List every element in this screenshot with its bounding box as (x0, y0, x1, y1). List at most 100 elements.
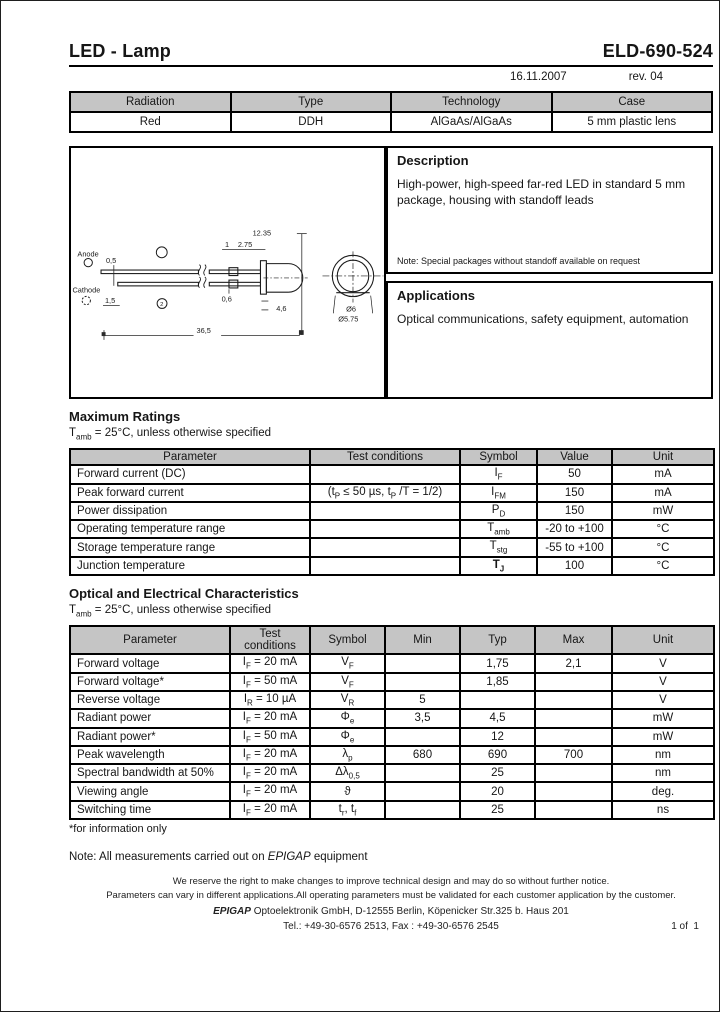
column-header: Min (384, 625, 461, 656)
parameter-cell: Viewing angle (69, 781, 231, 802)
test-cell (309, 464, 461, 485)
parameter-cell: Forward voltage* (69, 671, 231, 692)
anode-label: Anode (77, 249, 98, 258)
max-cell (534, 689, 613, 711)
max-cell (534, 781, 613, 802)
symbol-cell: Φe (309, 726, 386, 747)
parameter-cell: Peak forward current (69, 482, 311, 503)
table-row: Reverse voltage IR = 10 µA VR 5 V (69, 689, 715, 711)
symbol-cell: tr, tf (309, 799, 386, 821)
typ-cell: 25 (459, 763, 536, 784)
table-row: Switching time IF = 20 mA tr, tf 25 ns (69, 799, 715, 821)
dim-dia-outer: Ø6 (346, 304, 356, 313)
characteristics-heading: Optical and Electrical Characteristics (69, 586, 299, 602)
column-header: Radiation (69, 91, 232, 113)
parameter-cell: Operating temperature range (69, 519, 311, 540)
unit-cell: ns (611, 799, 715, 821)
column-header: Unit (611, 448, 715, 467)
measurement-note: Note: All measurements carried out on EP… (69, 851, 713, 863)
test-cell (309, 519, 461, 540)
value-cell: 100 (536, 555, 613, 577)
header-row: Parameter Test conditions Symbol Value Unit (69, 448, 715, 467)
table-row: Peak wavelength IF = 20 mA λp 680 690 700 nm (69, 744, 715, 766)
footer-disclaimer-2: Parameters can vary in different applica… (106, 890, 676, 902)
typ-cell: 4,5 (459, 708, 536, 729)
note-prefix: Note: All measurements carried out on (69, 851, 268, 864)
characteristics-table: Parameter Test conditions Symbol Min Typ Max U… (69, 625, 715, 821)
page-title: LED - Lamp (69, 41, 172, 61)
column-header: Value (536, 448, 613, 467)
unit-cell: mW (611, 726, 715, 747)
value-cell: -20 to +100 (536, 519, 613, 540)
test-cell: IF = 50 mA (229, 726, 311, 747)
min-cell: 3,5 (384, 708, 461, 729)
symbol-cell: VR (309, 689, 386, 711)
footer: We reserve the right to make changes to … (69, 875, 713, 934)
dim-body: 4,6 (276, 304, 286, 313)
max-ratings-heading: Maximum Ratings (69, 409, 181, 424)
unit-cell: mA (611, 482, 715, 503)
callout-2-label: 2 (160, 302, 163, 308)
min-cell (384, 726, 461, 747)
parameter-cell: Forward voltage (69, 653, 231, 674)
column-header: Test conditions (229, 625, 311, 656)
value-cell: 150 (536, 482, 613, 503)
case-cell: 5 mm plastic lens (550, 111, 713, 133)
page-number: 1 of 1 (671, 920, 699, 932)
header-row: Radiation Type Technology Case (69, 91, 713, 113)
min-cell (384, 653, 461, 674)
table-row: Peak forward current (tP ≤ 50 µs, tP /T =… (69, 482, 715, 503)
footer-company-address: Optoelektronik GmbH, D-12555 Berlin, Köp… (250, 905, 569, 917)
column-header: Unit (611, 625, 715, 656)
test-cell (309, 500, 461, 522)
dim-cathode-inset: 1,5 (105, 296, 115, 305)
max-ratings-condition: Tamb = 25°C, unless otherwise specified (69, 427, 272, 442)
parameter-cell: Junction temperature (69, 555, 311, 577)
unit-cell: °C (611, 537, 715, 558)
callout-circle-2 (156, 298, 168, 309)
value-cell: -55 to +100 (536, 537, 613, 558)
symbol-cell: IFM (459, 482, 538, 503)
column-header: Parameter (69, 448, 311, 467)
symbol-cell: PD (459, 500, 538, 522)
min-cell: 680 (384, 744, 461, 766)
test-cell: IF = 20 mA (229, 744, 311, 766)
table-row: Operating temperature range Tamb -20 to +1… (69, 519, 715, 540)
test-cell (309, 537, 461, 558)
footer-disclaimer-1: We reserve the right to make changes to … (172, 876, 610, 888)
typ-cell: 1,85 (459, 671, 536, 692)
applications-box: Applications Optical communications, saf… (386, 281, 713, 399)
table-row: Red DDH AlGaAs/AlGaAs 5 mm plastic lens (69, 111, 713, 133)
footer-company-brand: EPIGAP (213, 905, 251, 917)
column-header: Case (550, 91, 713, 113)
description-title: Description (397, 153, 469, 168)
description-box: Description High-power, high-speed far-r… (386, 146, 713, 274)
header-row: Parameter Test conditions Symbol Min Typ Max U… (69, 625, 715, 656)
symbol-cell: Tamb (459, 519, 538, 540)
applications-title: Applications (397, 288, 476, 303)
header-subline: 16.11.2007 rev. 04 (69, 67, 713, 83)
typ-cell: 20 (459, 781, 536, 802)
unit-cell: V (611, 653, 715, 674)
unit-cell: deg. (611, 781, 715, 802)
symbol-cell: VF (309, 671, 386, 692)
unit-cell: V (611, 689, 715, 711)
column-header: Symbol (309, 625, 386, 656)
description-text: High-power, high-speed far-red LED in st… (397, 177, 686, 207)
typ-cell: 690 (459, 744, 536, 766)
test-cell (309, 555, 461, 577)
unit-cell: nm (611, 763, 715, 784)
symbol-cell: IF (459, 464, 538, 485)
led-dimension-drawing: 2 Anode Cathode 0,5 1,5 (72, 229, 384, 340)
parameter-cell: Reverse voltage (69, 689, 231, 711)
max-ratings-table: Parameter Test conditions Symbol Value Unit F… (69, 448, 715, 577)
test-cell: IF = 50 mA (229, 671, 311, 692)
table-row: Power dissipation PD 150 mW (69, 500, 715, 522)
column-header: Symbol (459, 448, 538, 467)
column-header: Technology (390, 91, 553, 113)
max-cell: 2,1 (534, 653, 613, 674)
value-cell: 150 (536, 500, 613, 522)
column-header: Typ (459, 625, 536, 656)
symbol-cell: Φe (309, 708, 386, 729)
header-rule (69, 65, 713, 67)
